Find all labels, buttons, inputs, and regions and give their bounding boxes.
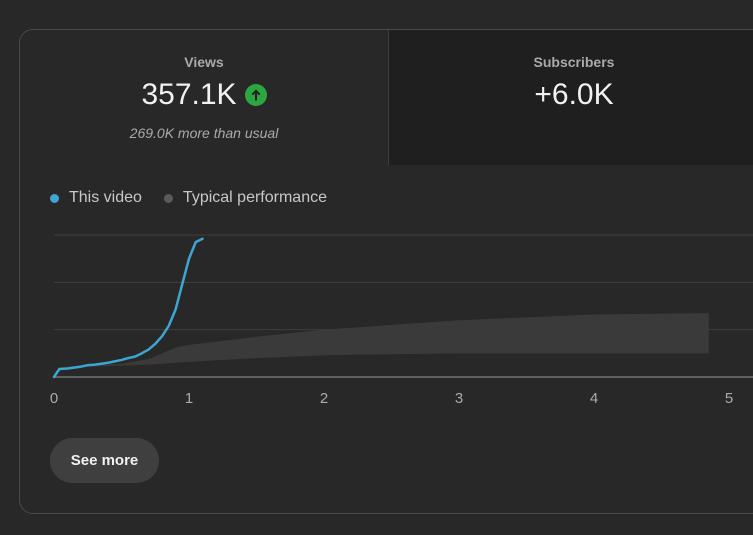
subscribers-metric-tab[interactable]: Subscribers +6.0K [389,30,753,165]
analytics-card: Views 357.1K 269.0K more than usual Subs… [19,29,753,514]
x-tick-label: 3 [455,390,463,407]
views-value: 357.1K [141,78,237,111]
this-video-line [52,237,204,379]
legend-dot-typical [163,193,173,203]
legend-label-this-video: This video [69,189,142,206]
subscribers-value: +6.0K [534,78,614,111]
views-value-row: 357.1K [20,78,388,112]
views-label: Views [184,54,224,70]
views-comparison: 269.0K more than usual [129,125,279,141]
typical-performance-band [54,313,709,368]
views-line-chart: 0 1 2 3 4 5 [50,234,753,407]
see-more-button[interactable]: See more [50,438,159,483]
x-tick-label: 4 [590,390,598,407]
subscribers-label: Subscribers [533,54,615,70]
legend-typical: Typical performance [163,189,327,207]
arrow-up-circle-icon [244,84,267,106]
subscribers-value-row: +6.0K [389,78,753,112]
x-tick-label: 2 [320,390,328,407]
legend-label-typical: Typical performance [182,189,327,206]
x-tick-label: 5 [725,390,733,407]
legend-this-video: This video [50,189,142,207]
chart-legend: This video Typical performance [50,189,349,207]
x-tick-label: 1 [185,390,193,407]
x-tick-label: 0 [50,390,58,407]
views-metric-tab[interactable]: Views 357.1K 269.0K more than usual [20,30,389,165]
legend-dot-this-video [50,193,59,203]
